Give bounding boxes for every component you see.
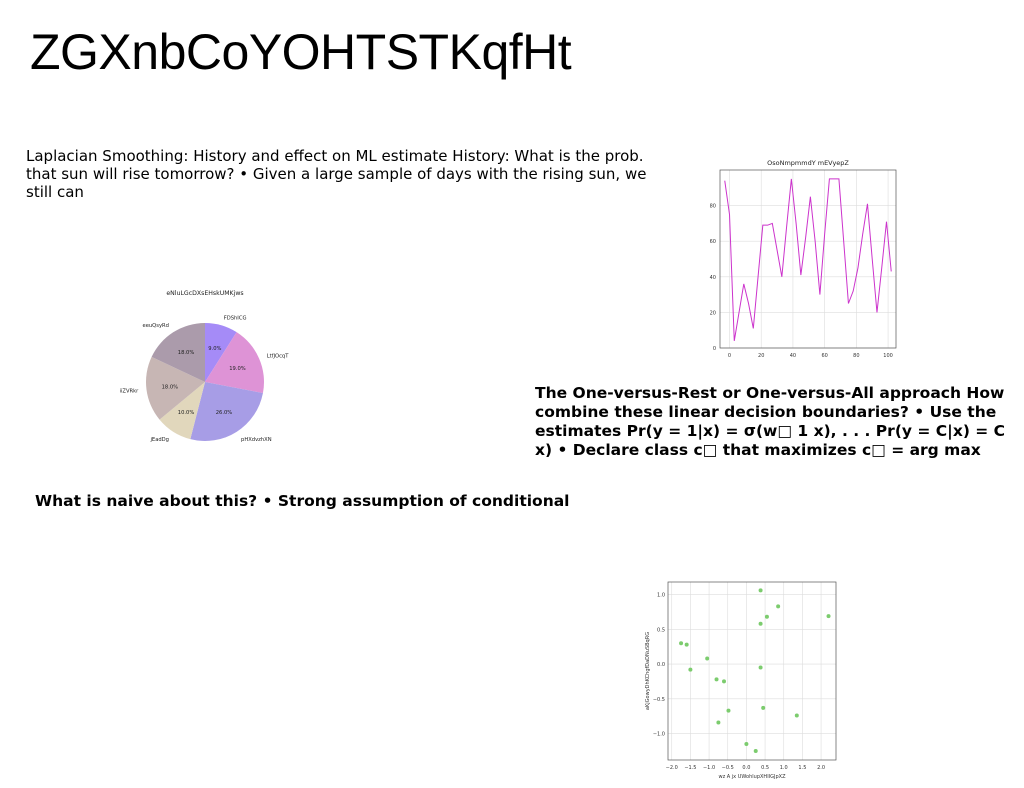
pie-slice-label: pHXdvzhXN — [241, 437, 272, 443]
pie-slice — [159, 382, 205, 440]
scatter-xtick-label: −0.5 — [722, 765, 734, 771]
scatter-point — [722, 679, 726, 684]
scatter-point — [794, 713, 799, 718]
line-xtick-label: 40 — [790, 353, 796, 359]
scatter-ytick-label: 1.0 — [657, 593, 665, 599]
pie-slice — [151, 323, 205, 382]
scatter-xlabel: wz A jx UWohlupXHIIGJpXZ — [718, 774, 786, 780]
pie-pct-label: 18.0% — [178, 350, 195, 356]
pie-slice — [146, 356, 205, 420]
line-chart: OsoNmpmmdY mEVyepZ 0 20 40 60 80 0 20 40 60 80 100 — [710, 159, 897, 359]
line-xtick-label: 20 — [758, 353, 764, 359]
scatter-point — [714, 677, 719, 682]
pie-slice-label: FDShICG — [224, 315, 247, 321]
scatter-xtick-label: 1.0 — [780, 765, 788, 771]
paragraph-one-vs-rest: The One-versus-Rest or One-versus-All ap… — [535, 384, 1006, 459]
pie-pct-label: 10.0% — [178, 410, 195, 416]
scatter-xtick-label: −2.0 — [666, 765, 678, 771]
scatter-xtick-label: −1.0 — [703, 765, 715, 771]
scatter-ytick-label: −0.5 — [653, 697, 665, 703]
line-xtick-label: 100 — [883, 353, 893, 359]
scatter-point — [684, 642, 689, 647]
scatter-point — [764, 614, 769, 619]
scatter-point — [753, 748, 758, 753]
scatter-point — [758, 665, 763, 670]
scatter-point — [826, 614, 831, 619]
pie-pct-label: 9.0% — [208, 346, 221, 352]
scatter-ylabel: aKjGowyDhKChgfDaDNuSBqRG — [645, 632, 651, 710]
line-ytick-label: 80 — [710, 204, 716, 210]
scatter-plot-frame — [667, 581, 837, 761]
line-plot-frame — [719, 169, 897, 349]
pie-slice-label: LtfJOcqT — [267, 353, 290, 359]
scatter-point — [705, 656, 710, 661]
line-ytick-label: 0 — [713, 346, 716, 352]
scatter-chart: −1.0 −0.5 0.0 0.5 1.0 −2.0 −1.5 −1.0 −0.5 0.0 0.5 1… — [645, 581, 837, 780]
pie-slice-label: DiiZVRkr — [120, 388, 139, 394]
pie-slice-label: eeuQsyRd — [143, 323, 169, 329]
paragraph-naive-assumption: What is naive about this? • Strong assum… — [35, 492, 570, 510]
paragraph-laplacian-smoothing: Laplacian Smoothing: History and effect … — [26, 147, 647, 201]
line-ytick-label: 20 — [710, 310, 716, 316]
scatter-xtick-label: −1.5 — [684, 765, 696, 771]
line-xtick-label: 80 — [853, 353, 859, 359]
pie-slice — [205, 323, 237, 382]
pie-pct-label: 26.0% — [216, 410, 233, 416]
pie-slice — [205, 332, 264, 394]
scatter-point — [716, 720, 721, 725]
pie-chart: eNluLGcDXsEHskUMKjws FDShICG 9.0% LtfJOcqT 1… — [120, 290, 290, 443]
scatter-point — [726, 708, 731, 713]
pie-slice — [190, 382, 263, 441]
pie-pct-label: 19.0% — [229, 366, 246, 372]
pie-pct-label: 18.0% — [162, 384, 179, 390]
scatter-point — [761, 705, 766, 710]
line-xtick-label: 0 — [728, 353, 731, 359]
scatter-ytick-label: −1.0 — [653, 732, 665, 738]
scatter-point — [758, 621, 763, 626]
scatter-ytick-label: 0.0 — [657, 662, 665, 668]
scatter-xtick-label: 2.0 — [817, 765, 825, 771]
page-title: ZGXnbCoYOHTSTKqfHt — [30, 24, 572, 80]
line-ytick-label: 60 — [710, 239, 716, 245]
scatter-point — [688, 667, 693, 672]
pie-title: eNluLGcDXsEHskUMKjws — [166, 290, 243, 297]
line-ytick-label: 40 — [710, 275, 716, 281]
pie-slice-label: jEadDg — [149, 437, 168, 443]
scatter-point — [758, 588, 763, 593]
line-series — [724, 178, 892, 341]
scatter-ytick-label: 0.5 — [657, 627, 665, 633]
scatter-point — [744, 742, 749, 747]
line-xtick-label: 60 — [821, 353, 827, 359]
scatter-xtick-label: 0.5 — [761, 765, 769, 771]
scatter-xtick-label: 1.5 — [798, 765, 806, 771]
scatter-xtick-label: 0.0 — [742, 765, 750, 771]
scatter-point — [776, 604, 781, 609]
scatter-point — [679, 641, 684, 646]
line-chart-title: OsoNmpmmdY mEVyepZ — [767, 159, 849, 167]
